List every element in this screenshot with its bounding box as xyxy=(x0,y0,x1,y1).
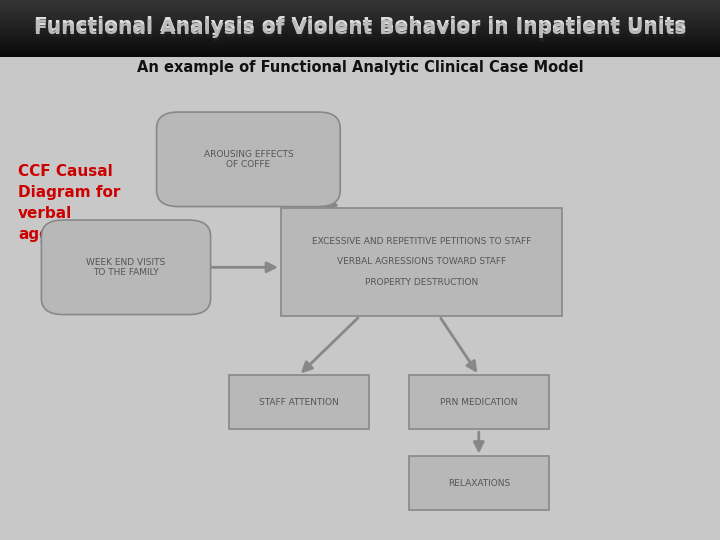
FancyBboxPatch shape xyxy=(0,9,720,10)
FancyBboxPatch shape xyxy=(229,375,369,429)
FancyBboxPatch shape xyxy=(0,5,720,7)
FancyBboxPatch shape xyxy=(0,14,720,16)
FancyBboxPatch shape xyxy=(0,48,720,50)
Text: PRN MEDICATION: PRN MEDICATION xyxy=(440,398,518,407)
FancyBboxPatch shape xyxy=(0,25,720,27)
FancyBboxPatch shape xyxy=(0,21,720,23)
FancyBboxPatch shape xyxy=(0,16,720,17)
FancyBboxPatch shape xyxy=(0,17,720,18)
FancyBboxPatch shape xyxy=(0,52,720,54)
Text: Functional Analysis of Violent Behavior in Inpatient Units: Functional Analysis of Violent Behavior … xyxy=(35,22,688,41)
FancyBboxPatch shape xyxy=(0,13,720,14)
FancyBboxPatch shape xyxy=(0,41,720,43)
FancyBboxPatch shape xyxy=(0,37,720,38)
Text: STAFF ATTENTION: STAFF ATTENTION xyxy=(259,398,338,407)
Text: CCF Causal
Diagram for
verbal
aggression: CCF Causal Diagram for verbal aggression xyxy=(18,164,120,241)
FancyBboxPatch shape xyxy=(0,43,720,44)
FancyBboxPatch shape xyxy=(0,34,720,36)
FancyBboxPatch shape xyxy=(0,32,720,34)
FancyBboxPatch shape xyxy=(0,11,720,13)
FancyBboxPatch shape xyxy=(0,2,720,3)
FancyBboxPatch shape xyxy=(281,208,562,316)
FancyBboxPatch shape xyxy=(0,4,720,5)
FancyBboxPatch shape xyxy=(0,51,720,52)
FancyBboxPatch shape xyxy=(156,112,340,206)
FancyBboxPatch shape xyxy=(0,28,720,30)
FancyBboxPatch shape xyxy=(0,40,720,41)
Text: RELAXATIONS: RELAXATIONS xyxy=(448,479,510,488)
FancyBboxPatch shape xyxy=(0,38,720,40)
Text: WEEK END VISITS
TO THE FAMILY: WEEK END VISITS TO THE FAMILY xyxy=(86,258,166,277)
Text: AROUSING EFFECTS
OF COFFE: AROUSING EFFECTS OF COFFE xyxy=(204,150,293,169)
FancyBboxPatch shape xyxy=(0,30,720,31)
FancyBboxPatch shape xyxy=(0,55,720,57)
FancyBboxPatch shape xyxy=(0,23,720,24)
FancyBboxPatch shape xyxy=(0,24,720,25)
FancyBboxPatch shape xyxy=(0,31,720,32)
FancyBboxPatch shape xyxy=(0,20,720,21)
Text: EXCESSIVE AND REPETITIVE PETITIONS TO STAFF

VERBAL AGRESSIONS TOWARD STAFF

PRO: EXCESSIVE AND REPETITIVE PETITIONS TO ST… xyxy=(312,237,531,287)
Text: Functional Analysis of Violent Behavior in Inpatient Units: Functional Analysis of Violent Behavior … xyxy=(34,19,686,38)
FancyBboxPatch shape xyxy=(0,0,720,2)
FancyBboxPatch shape xyxy=(0,45,720,47)
FancyBboxPatch shape xyxy=(0,50,720,51)
Text: An example of Functional Analytic Clinical Case Model: An example of Functional Analytic Clinic… xyxy=(137,60,583,75)
FancyBboxPatch shape xyxy=(0,47,720,48)
FancyBboxPatch shape xyxy=(42,220,210,314)
FancyBboxPatch shape xyxy=(0,7,720,9)
FancyBboxPatch shape xyxy=(0,27,720,28)
FancyBboxPatch shape xyxy=(0,18,720,20)
FancyBboxPatch shape xyxy=(0,44,720,45)
FancyBboxPatch shape xyxy=(0,10,720,11)
FancyBboxPatch shape xyxy=(0,54,720,55)
FancyBboxPatch shape xyxy=(0,36,720,37)
Text: Functional Analysis of Violent Behavior in Inpatient Units: Functional Analysis of Violent Behavior … xyxy=(34,16,686,35)
FancyBboxPatch shape xyxy=(409,375,549,429)
FancyBboxPatch shape xyxy=(0,3,720,4)
FancyBboxPatch shape xyxy=(409,456,549,510)
